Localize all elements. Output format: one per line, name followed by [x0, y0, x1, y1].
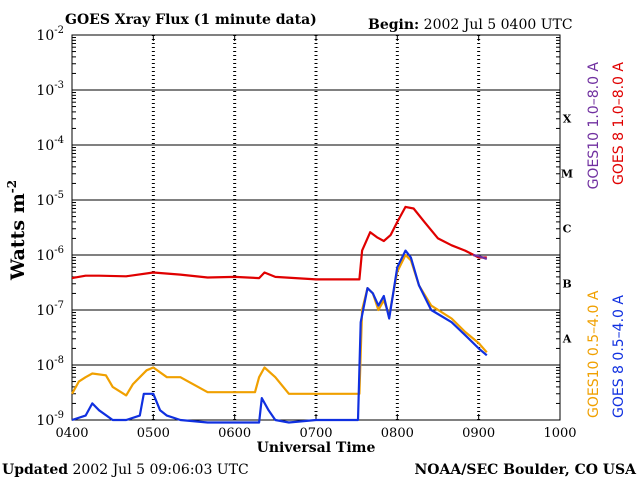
x-axis-label: Universal Time [257, 440, 376, 456]
y-tick-exp: -3 [54, 80, 64, 91]
legend-entry: GOES10 1.0–8.0 A [586, 62, 602, 190]
legend-entry: GOES10 0.5–4.0 A [586, 290, 602, 418]
y-tick-label: 10-3 [36, 80, 64, 99]
x-tick-label: 0700 [299, 426, 332, 441]
x-tick-label: 0600 [218, 426, 251, 441]
x-tick-label: 0900 [462, 426, 495, 441]
y-tick-exp: -4 [54, 135, 64, 146]
legend: GOES10 1.0–8.0 A GOES 8 1.0–8.0 A GOES10 0… [586, 62, 627, 418]
y-tick-base: 10 [36, 248, 54, 264]
chart-title: GOES Xray Flux (1 minute data) [65, 12, 317, 28]
y-axis-label-text: Watts m [7, 193, 29, 281]
y-axis-label-sup: -2 [5, 180, 19, 193]
y-tick-label: 10-2 [36, 25, 64, 44]
y-tick-label: 10-6 [36, 245, 64, 264]
grid [72, 35, 560, 420]
y-axis: 10-210-310-410-510-610-710-810-9 [36, 25, 560, 429]
series-line [71, 205, 487, 281]
y-tick-base: 10 [36, 28, 54, 44]
y-tick-exp: -9 [54, 410, 64, 421]
flare-class-label: C [563, 223, 572, 236]
series-line [71, 249, 488, 424]
updated-value: 2002 Jul 5 09:06:03 UTC [72, 462, 248, 478]
y-tick-base: 10 [36, 138, 54, 154]
y-axis-label: Watts m-2 [5, 180, 29, 281]
flare-class-label: B [562, 278, 571, 291]
y-tick-base: 10 [36, 83, 54, 99]
y-tick-base: 10 [36, 193, 54, 209]
updated-label: Updated [2, 462, 68, 478]
x-tick-label: 0400 [55, 426, 88, 441]
flare-class-label: A [562, 333, 572, 346]
y-tick-label: 10-4 [36, 135, 64, 154]
begin-value: 2002 Jul 5 0400 UTC [424, 17, 573, 33]
y-tick-label: 10-9 [36, 410, 64, 429]
y-tick-exp: -5 [54, 190, 64, 201]
begin-time: Begin: 2002 Jul 5 0400 UTC [368, 17, 573, 33]
x-tick-label: 1000 [543, 426, 576, 441]
y-tick-base: 10 [36, 413, 54, 429]
flare-class-label: M [561, 168, 573, 181]
y-tick-label: 10-7 [36, 300, 64, 319]
y-tick-exp: -7 [54, 300, 64, 311]
legend-entry: GOES 8 1.0–8.0 A [611, 62, 627, 185]
flare-class-labels: X M C B A [561, 113, 573, 346]
y-tick-exp: -8 [54, 355, 64, 366]
data-series [71, 205, 488, 424]
series-line [472, 253, 488, 260]
y-tick-label: 10-8 [36, 355, 64, 374]
y-tick-base: 10 [36, 303, 54, 319]
y-tick-exp: -2 [54, 25, 64, 36]
flare-class-label: X [563, 113, 572, 126]
y-tick-base: 10 [36, 358, 54, 374]
x-tick-label: 0800 [381, 426, 414, 441]
legend-entry: GOES 8 0.5–4.0 A [611, 295, 627, 418]
begin-label: Begin: [368, 17, 419, 33]
y-tick-label: 10-5 [36, 190, 64, 209]
y-tick-exp: -6 [54, 245, 64, 256]
data-source: NOAA/SEC Boulder, CO USA [415, 462, 638, 478]
x-axis: 0400 0500 0600 0700 0800 0900 1000 [55, 35, 577, 441]
updated-time: Updated 2002 Jul 5 09:06:03 UTC [2, 462, 249, 478]
x-tick-label: 0500 [137, 426, 170, 441]
